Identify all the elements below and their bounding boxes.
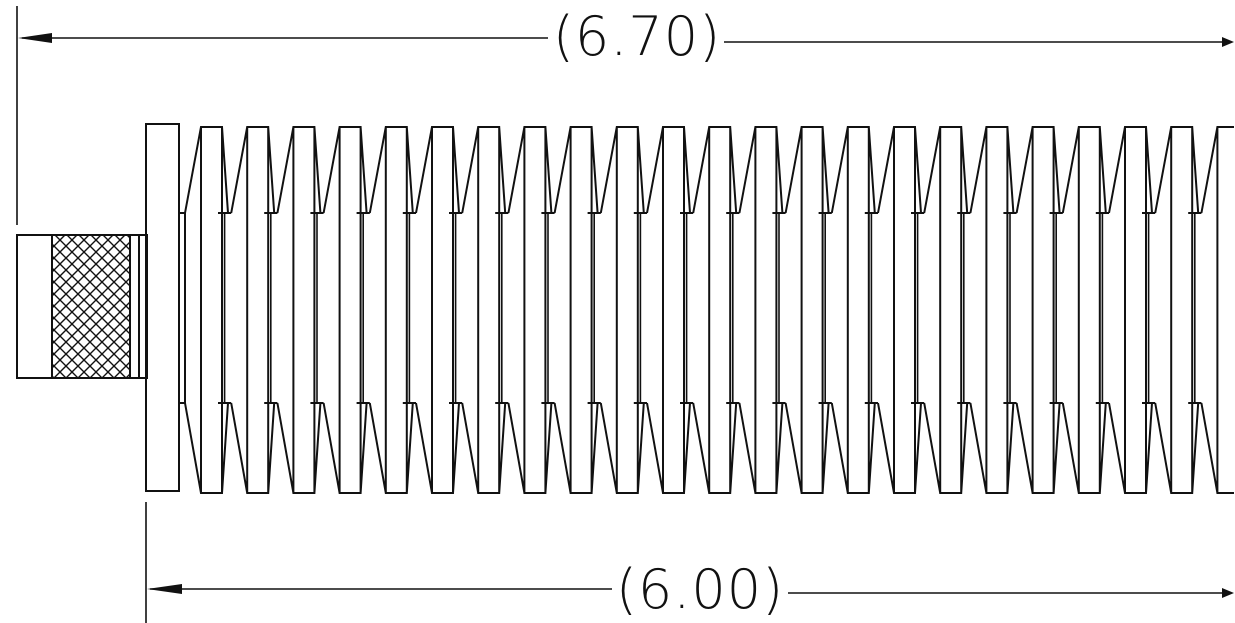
cooling-fin [1015, 126, 1061, 494]
body-length-label: (6.00) [616, 558, 784, 621]
body-arrowhead-right [1222, 588, 1234, 598]
n-connector [16, 234, 148, 379]
core-segment [179, 212, 186, 404]
cooling-fin [461, 126, 507, 494]
connector-knurled-nut [51, 234, 131, 379]
cooling-fin [230, 126, 276, 494]
cooling-fin [646, 126, 691, 494]
cooling-fin [830, 126, 876, 494]
body-arrowhead-left [147, 584, 182, 594]
cooling-fin [969, 126, 1015, 494]
heat-sink-body [145, 100, 1235, 520]
cooling-fin [184, 126, 229, 494]
overall-length-dimension: (6.70) [16, 5, 1234, 225]
cooling-fin [1154, 126, 1200, 494]
cooling-fin [1061, 126, 1107, 494]
cooling-fin [507, 126, 553, 494]
mounting-flange [145, 123, 180, 492]
cooling-fin [276, 126, 322, 494]
cooling-fins [179, 100, 1235, 520]
cooling-fin [1200, 126, 1235, 494]
cooling-fin [923, 126, 969, 494]
overall-length-label: (6.70) [553, 5, 721, 68]
cooling-fin [877, 126, 922, 494]
overall-arrowhead-right [1222, 37, 1234, 47]
cooling-fin [322, 126, 368, 494]
cooling-fin [553, 126, 599, 494]
cooling-fin [738, 126, 784, 494]
body-length-dimension: (6.00) [145, 502, 1234, 623]
overall-arrowhead-left [18, 33, 52, 43]
cooling-fin [415, 126, 460, 494]
cooling-fin [1108, 126, 1153, 494]
cooling-fin [599, 126, 645, 494]
cooling-fin [784, 126, 830, 494]
cooling-fin [692, 126, 738, 494]
cooling-fin [368, 126, 414, 494]
